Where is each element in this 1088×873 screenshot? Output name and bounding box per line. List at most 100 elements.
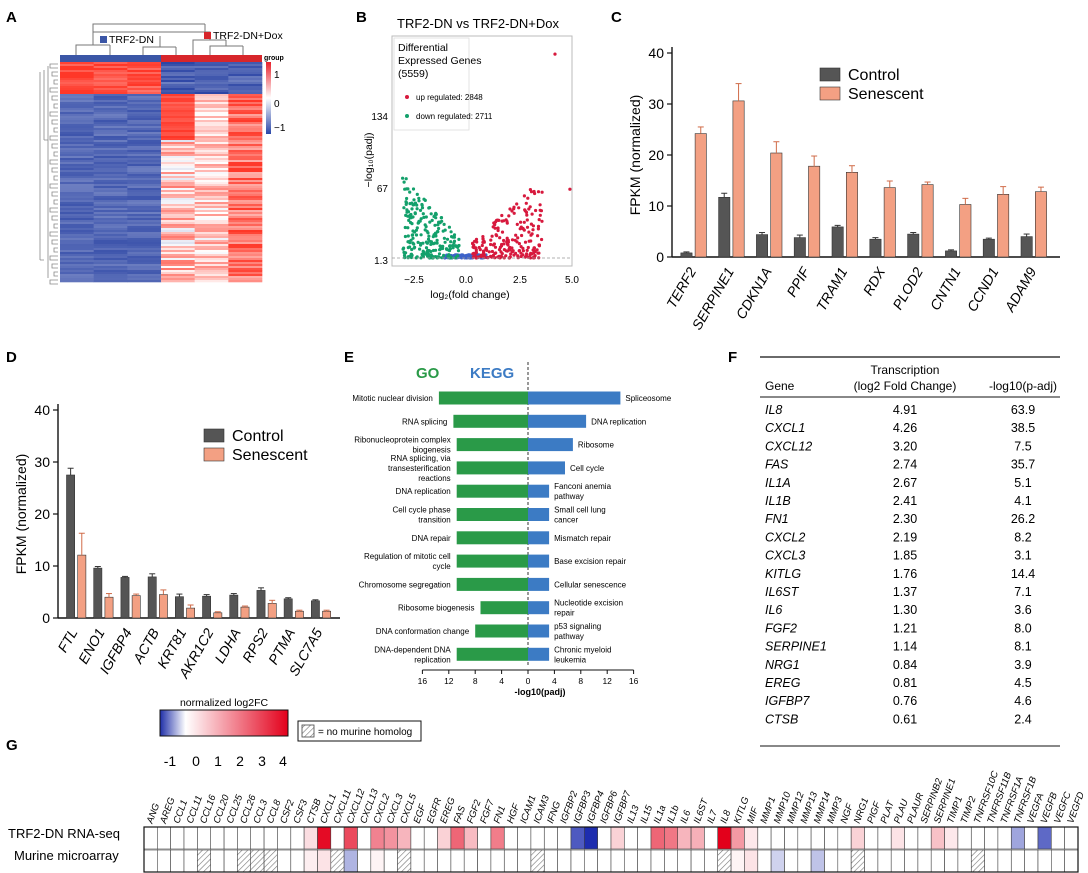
heatmap-cell <box>127 126 162 129</box>
g-scale-tick-1: 0 <box>192 753 200 769</box>
table-fold-cell: 0.76 <box>893 694 917 708</box>
scale-title: group <box>264 55 284 62</box>
volcano-point <box>445 237 450 241</box>
d-bar-senescent <box>186 607 195 619</box>
heatmap-cell <box>93 134 128 137</box>
c-bar-senescent <box>883 187 896 258</box>
go-bar <box>456 484 528 498</box>
kegg-term-label: pathway <box>554 632 584 641</box>
d-ytick-label: 20 <box>34 506 50 522</box>
heatmap-cell <box>93 136 128 139</box>
volcano-point <box>474 256 478 260</box>
g-cell-murine <box>890 849 905 873</box>
heatmap-cell <box>161 80 195 83</box>
heatmap-cell <box>93 148 128 151</box>
table-gene-cell: CXCL12 <box>765 439 812 453</box>
volcano-point <box>489 242 493 247</box>
heatmap-cell <box>194 172 229 175</box>
kegg-term-label: Small cell lung <box>554 506 606 515</box>
g-cell-murine-no-homolog <box>197 849 212 873</box>
hatch-legend-box <box>297 720 422 742</box>
heatmap-cell <box>93 102 128 105</box>
heatmap-cell <box>194 162 229 165</box>
volcano-point <box>427 234 431 238</box>
heatmap-cell <box>93 138 128 141</box>
heatmap-cell <box>161 78 195 81</box>
heatmap-cell <box>127 220 162 223</box>
heatmap-cell <box>161 236 195 239</box>
heatmap-cell <box>194 166 229 169</box>
heatmap-cell <box>194 264 229 267</box>
header-fold: (log2 Fold Change) <box>854 379 957 393</box>
volcano-point <box>403 225 407 230</box>
heatmap-cell <box>127 262 162 265</box>
heatmap-cell <box>228 230 263 233</box>
heatmap-cell <box>93 244 128 247</box>
table-gene-cell: EREG <box>765 676 801 690</box>
heatmap-cell <box>228 250 263 253</box>
table-fold-cell: 1.76 <box>893 567 917 581</box>
heatmap-cell <box>228 276 263 279</box>
heatmap-cell <box>93 238 128 241</box>
g-cell-rnaseq <box>237 826 252 850</box>
kegg-bar <box>528 601 550 615</box>
table-fold-cell: 3.20 <box>893 439 917 453</box>
volcano-point <box>427 255 431 259</box>
heatmap-cells <box>60 62 263 283</box>
heatmap-cell <box>228 242 263 245</box>
heatmap-cell <box>60 138 94 141</box>
heatmap-cell <box>228 174 263 177</box>
volcano-point <box>534 208 538 213</box>
kegg-term-label: Cell cycle <box>570 464 605 473</box>
volcano-point <box>516 236 520 240</box>
volcano-point <box>457 243 461 248</box>
heatmap-cell <box>194 252 229 255</box>
heatmap-cell <box>127 72 162 75</box>
g-cell-rnaseq <box>277 826 292 850</box>
volcano-point <box>451 246 455 250</box>
g-scale-tick-3: 2 <box>236 753 244 769</box>
kegg-bar <box>528 647 550 661</box>
volcano-point <box>509 252 513 256</box>
volcano-point <box>410 254 414 258</box>
heatmap-cell <box>127 218 162 221</box>
heatmap-cell <box>127 232 162 235</box>
heatmap-cell <box>127 82 162 85</box>
row-dendrogram-lines <box>39 63 58 285</box>
kegg-term-label: pathway <box>554 492 584 501</box>
heatmap-cell <box>228 200 263 203</box>
kegg-bar <box>528 438 573 452</box>
volcano-point <box>527 230 531 234</box>
g-cell-rnaseq <box>1037 826 1052 850</box>
heatmap-cell <box>60 146 94 149</box>
d-bar-control <box>202 595 211 619</box>
d-bar-senescent <box>322 610 331 619</box>
heatmap-cell <box>127 202 162 205</box>
volcano-point <box>437 226 441 231</box>
volcano-point <box>531 224 536 228</box>
heatmap-cell <box>194 280 229 283</box>
volcano-point <box>447 225 451 229</box>
heatmap-cell <box>194 188 229 191</box>
g-cell-murine <box>450 849 465 873</box>
heatmap-cell <box>93 210 128 213</box>
volcano-point <box>406 226 410 230</box>
volcano-point <box>492 221 496 225</box>
g-cell-murine <box>543 849 558 873</box>
heatmap-cell <box>60 140 94 143</box>
d-bar-control <box>256 590 266 619</box>
volcano-point <box>539 209 544 213</box>
heatmap-cell <box>127 208 162 211</box>
heatmap-cell <box>161 234 195 237</box>
g-cell-murine <box>930 849 945 873</box>
heatmap-cell <box>228 210 263 213</box>
enrichment-tick-label: 8 <box>473 676 478 686</box>
heatmap-cell <box>127 254 162 257</box>
heatmap-cell <box>93 132 128 135</box>
heatmap-cell <box>228 270 263 273</box>
heatmap-cell <box>127 108 162 111</box>
heatmap-cell <box>161 112 195 115</box>
heatmap-cell <box>228 80 263 83</box>
heatmap-cell <box>93 72 128 75</box>
d-bar-senescent <box>240 606 250 619</box>
